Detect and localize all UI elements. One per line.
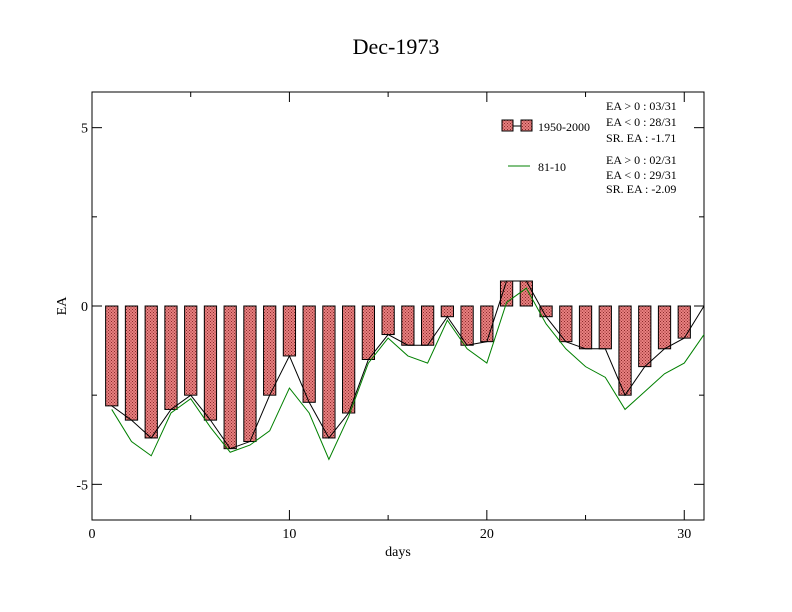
bar bbox=[440, 305, 454, 318]
bar bbox=[677, 305, 691, 339]
stats-81-10-positive: EA > 0 : 02/31 bbox=[606, 153, 677, 167]
bar bbox=[342, 305, 356, 414]
x-tick-label: 10 bbox=[282, 527, 296, 542]
bar bbox=[401, 305, 415, 346]
bar bbox=[105, 305, 119, 407]
bar-series bbox=[105, 280, 691, 450]
bar bbox=[322, 305, 336, 439]
series-line-81-10 bbox=[111, 287, 705, 461]
bar bbox=[519, 280, 533, 307]
y-tick-label: 5 bbox=[81, 122, 88, 137]
bar bbox=[480, 305, 494, 343]
bar bbox=[124, 305, 139, 421]
series-line-1950-2000 bbox=[111, 280, 705, 450]
chart-title: Dec-1973 bbox=[353, 34, 440, 59]
bar bbox=[618, 305, 632, 396]
bar bbox=[638, 305, 652, 368]
bar bbox=[578, 305, 593, 350]
bar bbox=[381, 305, 395, 336]
bar bbox=[598, 305, 612, 350]
bar bbox=[361, 305, 376, 360]
stats-1950-2000-sr: SR. EA : -1.71 bbox=[606, 131, 676, 145]
stats-1950-2000-negative: EA < 0 : 28/31 bbox=[606, 115, 677, 129]
x-tick-label: 0 bbox=[89, 527, 96, 542]
stats-81-10-sr: SR. EA : -2.09 bbox=[606, 182, 676, 196]
bar bbox=[263, 305, 277, 396]
bar bbox=[144, 305, 158, 439]
y-tick-label: 0 bbox=[81, 300, 88, 315]
legend: 1950-2000 EA > 0 : 03/31 EA < 0 : 28/31 … bbox=[501, 99, 677, 196]
stats-1950-2000-positive: EA > 0 : 03/31 bbox=[606, 99, 677, 113]
bar bbox=[184, 305, 198, 396]
bar bbox=[282, 305, 297, 357]
legend-label-1950-2000: 1950-2000 bbox=[538, 120, 590, 134]
x-tick-label: 30 bbox=[677, 527, 691, 542]
bar bbox=[223, 305, 237, 450]
legend-swatch-bar-left bbox=[501, 119, 514, 132]
y-axis-label: EA bbox=[55, 296, 70, 316]
bar bbox=[657, 305, 672, 350]
axis-ticks: 0 10 20 30 -5 0 5 bbox=[76, 92, 704, 542]
stats-81-10-negative: EA < 0 : 29/31 bbox=[606, 168, 677, 182]
legend-swatch-bar-right bbox=[520, 119, 533, 132]
bar bbox=[164, 305, 178, 410]
bar bbox=[243, 305, 257, 443]
x-axis-label: days bbox=[385, 545, 411, 560]
x-tick-label: 20 bbox=[480, 527, 494, 542]
bar bbox=[203, 305, 218, 421]
y-tick-label: -5 bbox=[76, 478, 88, 493]
legend-label-81-10: 81-10 bbox=[538, 160, 566, 174]
line-series bbox=[111, 280, 705, 461]
bar bbox=[302, 305, 316, 403]
